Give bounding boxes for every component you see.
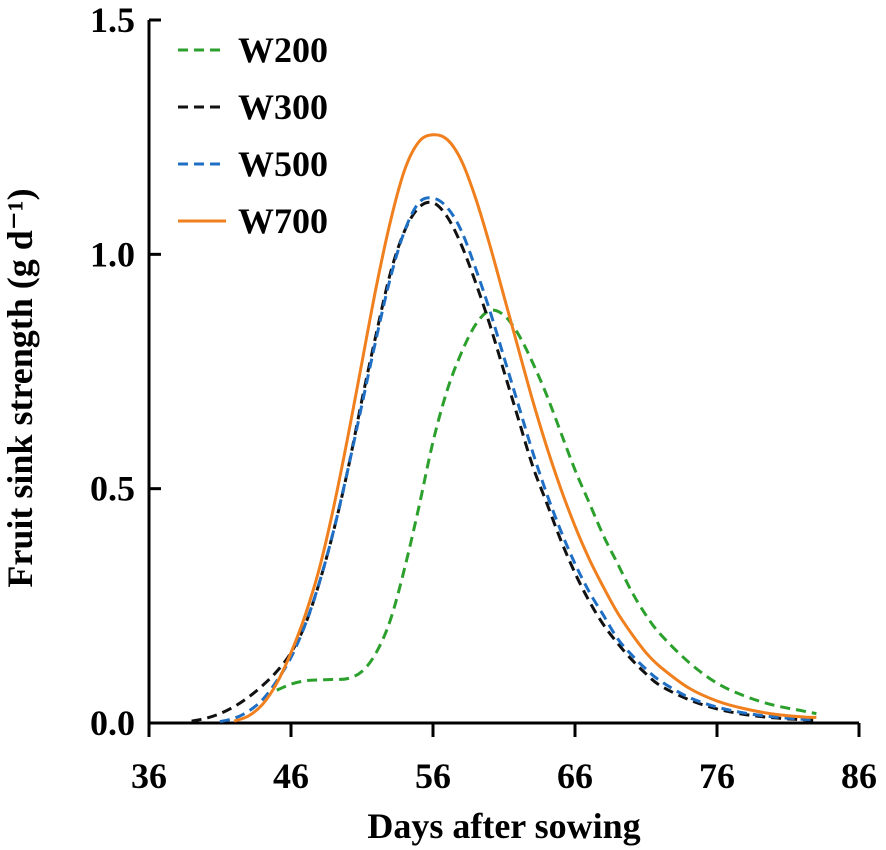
series-line-w500 [219,196,817,724]
x-tick-label-1: 46 [273,756,309,796]
legend-label-w200: W200 [238,30,328,70]
plot-area [147,20,859,725]
y-tick-label-1: 0.5 [90,469,135,509]
series-line-w300 [191,200,817,723]
series-lines [191,133,817,724]
series-line-w200 [276,308,817,716]
x-tick-label-0: 36 [131,756,167,796]
legend-label-w300: W300 [238,87,328,127]
x-tick-label-2: 56 [415,756,451,796]
legend-label-w500: W500 [238,144,328,184]
x-tick-label-5: 86 [841,756,877,796]
legend-label-w700: W700 [238,201,328,241]
y-axis-title: Fruit sink strength (g d⁻¹) [0,188,40,587]
y-tick-label-3: 1.5 [90,0,135,40]
x-axis-ticks: 36 46 56 66 76 86 [131,723,877,796]
series-line-w700 [233,133,817,723]
y-tick-label-0: 0.0 [90,703,135,743]
legend: W200 W300 W500 W700 [178,30,328,241]
y-tick-label-2: 1.0 [90,234,135,274]
y-axis-ticks: 0.0 0.5 1.0 1.5 [90,0,161,743]
x-tick-label-4: 76 [699,756,735,796]
x-tick-label-3: 66 [557,756,593,796]
x-axis-title: Days after sowing [367,806,640,846]
